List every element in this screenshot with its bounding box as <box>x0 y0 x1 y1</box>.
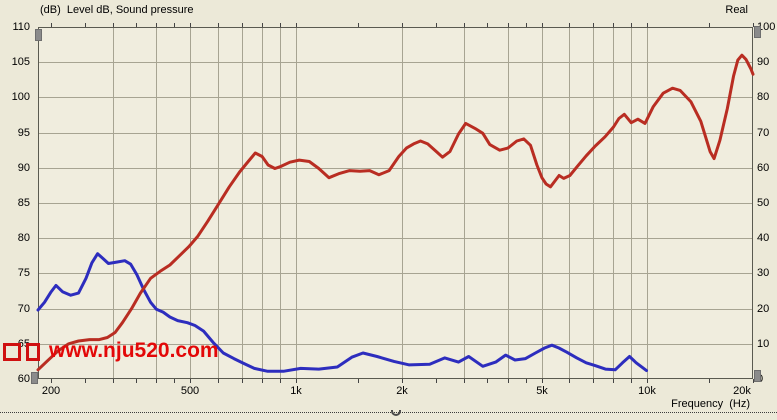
plot-border <box>38 27 753 379</box>
window-splitter <box>0 412 777 413</box>
red-trace-curve <box>36 53 755 372</box>
x-axis-tick-label: 20k <box>733 385 751 397</box>
x-axis-tick-label: 10k <box>638 385 656 397</box>
right-axis-title: Real <box>725 4 748 16</box>
left-axis-tick-label: 90 <box>17 162 30 174</box>
x-axis-tick-label: 5k <box>536 385 548 397</box>
right-axis-tick-label: 80 <box>757 91 770 103</box>
right-axis-tick-label: 20 <box>757 303 770 315</box>
axis-scroll-handle-top-right[interactable] <box>754 26 761 38</box>
cjk-missing-glyph-box-icon <box>3 343 21 361</box>
right-axis-tick-label: 10 <box>757 338 770 350</box>
right-axis-tick-label: 60 <box>757 162 770 174</box>
x-axis-title: Frequency (Hz) <box>671 398 750 410</box>
left-axis-tick-label: 85 <box>17 197 30 209</box>
axis-scroll-handle-bottom-left[interactable] <box>31 372 38 384</box>
x-axis-tick-label: 500 <box>180 385 200 397</box>
right-axis-tick-label: 50 <box>757 197 770 209</box>
gridlines <box>38 27 753 379</box>
watermark-url: www.nju520.com <box>49 339 219 362</box>
right-axis-tick-label: 70 <box>757 127 770 139</box>
axis-ticks <box>51 23 754 383</box>
splitter-grip-icon[interactable] <box>391 410 401 416</box>
left-axis-tick-label: 60 <box>17 373 30 385</box>
left-axis-tick-label: 105 <box>11 56 30 68</box>
left-axis-tick-label: 75 <box>17 267 30 279</box>
axis-scroll-handle-top-left[interactable] <box>35 29 42 41</box>
x-axis-tick-label: 200 <box>41 385 61 397</box>
cjk-missing-glyph-box-icon <box>26 343 40 361</box>
right-axis-tick-label: 90 <box>757 56 770 68</box>
left-axis-tick-label: 110 <box>12 21 30 33</box>
axis-scroll-handle-bottom-right[interactable] <box>754 370 761 382</box>
chart-title: (dB) Level dB, Sound pressure <box>40 4 194 16</box>
x-axis-tick-label: 2k <box>396 385 408 397</box>
right-axis-tick-label: 40 <box>757 232 770 244</box>
left-axis-tick-label: 80 <box>17 232 30 244</box>
x-axis-tick-label: 1k <box>290 385 302 397</box>
blue-trace-curve <box>36 252 648 373</box>
right-axis-tick-label: 30 <box>757 267 770 279</box>
left-axis-tick-label: 70 <box>17 303 30 315</box>
left-axis-tick-label: 95 <box>17 127 30 139</box>
watermark: www.nju520.com <box>3 340 219 362</box>
left-axis-tick-label: 100 <box>11 91 30 103</box>
right-axis-tick-label: 100 <box>757 21 776 33</box>
